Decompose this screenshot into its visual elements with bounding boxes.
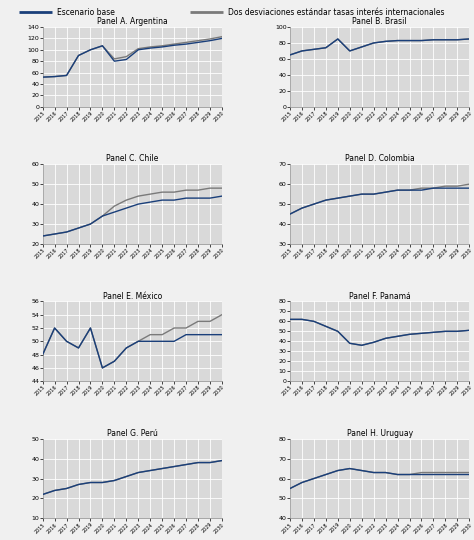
Title: Panel E. México: Panel E. México: [103, 292, 162, 301]
Title: Panel A. Argentina: Panel A. Argentina: [97, 17, 168, 26]
Title: Panel D. Colombia: Panel D. Colombia: [345, 154, 415, 164]
Title: Panel G. Perú: Panel G. Perú: [107, 429, 158, 438]
Text: Escenario base: Escenario base: [57, 8, 115, 17]
Title: Panel B. Brasil: Panel B. Brasil: [352, 17, 407, 26]
Title: Panel H. Uruguay: Panel H. Uruguay: [346, 429, 413, 438]
Title: Panel C. Chile: Panel C. Chile: [106, 154, 158, 164]
Title: Panel F. Panamá: Panel F. Panamá: [349, 292, 410, 301]
Text: Dos desviaciones estándar tasas interés internacionales: Dos desviaciones estándar tasas interés …: [228, 8, 444, 17]
